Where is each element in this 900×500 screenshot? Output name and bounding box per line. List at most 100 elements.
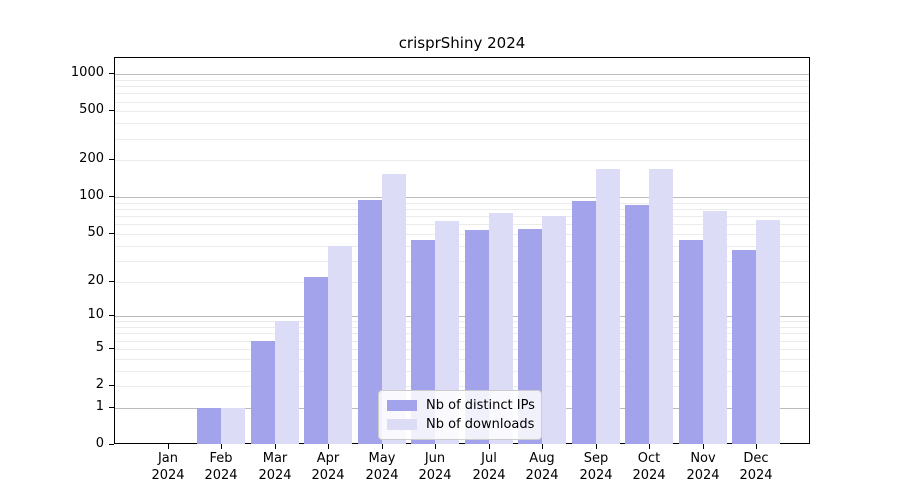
legend-row-ips: Nb of distinct IPs (387, 398, 535, 413)
y-tick-mark (109, 385, 114, 386)
year-label: 2024 (365, 468, 399, 483)
x-tick-mark (756, 444, 757, 449)
month-label: Apr (316, 451, 340, 466)
legend-label-downloads: Nb of downloads (426, 417, 535, 432)
y-tick-label-50: 50 (87, 225, 104, 240)
y-tick-label-200: 200 (79, 151, 104, 166)
gridline-minor (115, 79, 809, 81)
y-tick-mark (109, 73, 114, 74)
x-tick-mark (596, 444, 597, 449)
gridline-1000 (115, 74, 809, 76)
x-tick-label-nov: Nov 2024 (671, 450, 735, 484)
gridline-minor (115, 260, 809, 262)
gridline-100 (115, 197, 809, 199)
legend: Nb of distinct IPs Nb of downloads (378, 390, 542, 440)
x-tick-label-may: May 2024 (350, 450, 414, 484)
x-tick-label-jun: Jun 2024 (403, 450, 467, 484)
x-tick-mark (542, 444, 543, 449)
bar-downloads-oct (649, 169, 673, 444)
gridline-minor (115, 340, 809, 342)
year-label: 2024 (258, 468, 292, 483)
x-tick-label-oct: Oct 2024 (617, 450, 681, 484)
month-label: Nov (690, 451, 716, 466)
gridline-minor (115, 86, 809, 88)
y-tick-mark (109, 281, 114, 282)
gridline-minor (115, 358, 809, 360)
month-label: Sep (583, 451, 609, 466)
x-tick-mark (489, 444, 490, 449)
gridline-minor (115, 123, 809, 125)
gridline-minor (115, 245, 809, 247)
bar-ips-dec (732, 249, 756, 444)
y-tick-label-1: 1 (95, 399, 104, 414)
x-tick-mark (382, 444, 383, 449)
gridline-minor (115, 224, 809, 226)
y-tick-mark (109, 110, 114, 111)
y-tick-mark (109, 348, 114, 349)
x-tick-mark (221, 444, 222, 449)
x-tick-label-jul: Jul 2024 (457, 450, 521, 484)
year-label: 2024 (472, 468, 506, 483)
bar-downloads-apr (328, 245, 352, 444)
y-tick-label-500: 500 (79, 102, 104, 117)
month-label: Jul (481, 451, 497, 466)
y-tick-label-5: 5 (95, 340, 104, 355)
y-tick-mark (109, 159, 114, 160)
legend-swatch-distinct-ips (387, 400, 417, 411)
x-tick-mark (435, 444, 436, 449)
bar-downloads-feb (221, 407, 245, 444)
y-tick-label-10: 10 (87, 307, 104, 322)
bar-downloads-dec (756, 220, 780, 444)
year-label: 2024 (418, 468, 452, 483)
bar-ips-mar (251, 340, 275, 444)
gridline-minor (115, 138, 809, 140)
y-tick-label-2: 2 (95, 377, 104, 392)
gridline-20 (115, 281, 809, 283)
x-tick-label-mar: Mar 2024 (243, 450, 307, 484)
x-tick-mark (649, 444, 650, 449)
gridline-minor (115, 101, 809, 103)
gridline-minor (115, 327, 809, 329)
gridline-minor (115, 216, 809, 218)
x-tick-mark (328, 444, 329, 449)
legend-swatch-downloads (387, 419, 417, 430)
bar-ips-sep (572, 200, 596, 444)
month-label: Feb (209, 451, 233, 466)
year-label: 2024 (525, 468, 559, 483)
gridline-50 (115, 234, 809, 236)
y-tick-label-0: 0 (95, 436, 104, 451)
bar-downloads-mar (275, 321, 299, 444)
x-tick-mark (275, 444, 276, 449)
bar-ips-feb (197, 407, 221, 444)
y-tick-label-20: 20 (87, 273, 104, 288)
gridline-minor (115, 370, 809, 372)
bar-downloads-aug (542, 216, 566, 444)
month-label: Jan (157, 451, 179, 466)
plot-area (114, 57, 810, 444)
month-label: Mar (262, 451, 288, 466)
bar-downloads-sep (596, 169, 620, 444)
year-label: 2024 (686, 468, 720, 483)
x-tick-label-feb: Feb 2024 (189, 450, 253, 484)
gridline-minor (115, 333, 809, 335)
month-label: Oct (637, 451, 661, 466)
legend-label-distinct-ips: Nb of distinct IPs (426, 398, 535, 413)
x-tick-label-dec: Dec 2024 (724, 450, 788, 484)
x-tick-mark (703, 444, 704, 449)
year-label: 2024 (204, 468, 238, 483)
gridline-minor (115, 93, 809, 95)
year-label: 2024 (311, 468, 345, 483)
bar-ips-nov (679, 239, 703, 444)
y-tick-mark (109, 196, 114, 197)
x-tick-label-sep: Sep 2024 (564, 450, 628, 484)
month-label: Aug (529, 451, 555, 466)
year-label: 2024 (579, 468, 613, 483)
bar-downloads-nov (703, 211, 727, 444)
x-tick-label-apr: Apr 2024 (296, 450, 360, 484)
month-label: Dec (743, 451, 769, 466)
y-tick-mark (109, 407, 114, 408)
gridline-5 (115, 348, 809, 350)
year-label: 2024 (739, 468, 773, 483)
month-label: Jun (424, 451, 446, 466)
